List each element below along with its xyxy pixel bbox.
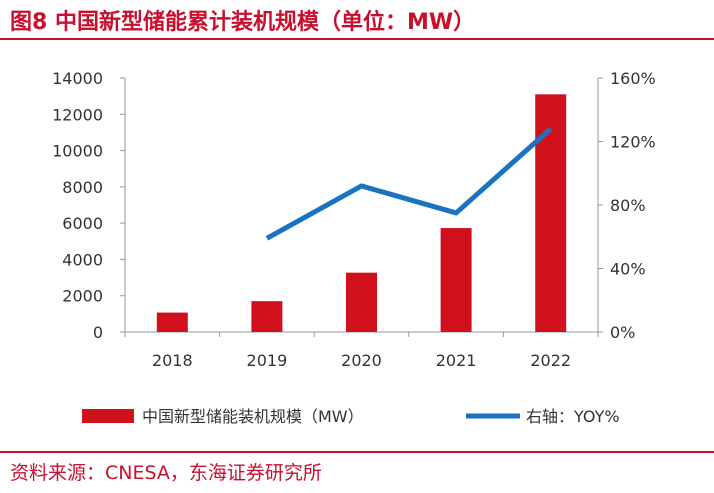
legend-bar-label: 中国新型储能装机规模（MW） bbox=[142, 407, 364, 426]
bar-series bbox=[156, 94, 567, 332]
x-tick-label: 2019 bbox=[247, 351, 288, 370]
left-y-tick-label: 6000 bbox=[62, 214, 103, 233]
yoy-line bbox=[265, 126, 553, 241]
x-tick-label: 2020 bbox=[341, 351, 382, 370]
source-note: 资料来源：CNESA，东海证券研究所 bbox=[10, 462, 322, 484]
right-y-tick-label: 160% bbox=[610, 69, 656, 88]
bar-2018 bbox=[156, 312, 188, 332]
left-y-tick-label: 4000 bbox=[62, 250, 103, 269]
x-tick-label: 2022 bbox=[530, 351, 571, 370]
x-tick-label: 2021 bbox=[436, 351, 477, 370]
bar-2019 bbox=[251, 301, 283, 332]
bar-2020 bbox=[346, 272, 377, 332]
yoy-line-series bbox=[265, 126, 553, 241]
right-y-tick-label: 120% bbox=[610, 133, 656, 152]
x-tick-label: 2018 bbox=[152, 351, 193, 370]
left-y-tick-label: 0 bbox=[93, 323, 103, 342]
title-divider bbox=[0, 38, 714, 40]
left-y-tick-label: 2000 bbox=[62, 287, 103, 306]
legend-line-label: 右轴：YOY% bbox=[526, 407, 620, 426]
left-y-tick-label: 10000 bbox=[52, 142, 103, 161]
right-y-tick-label: 40% bbox=[610, 260, 646, 279]
source-divider bbox=[0, 451, 714, 453]
tick-labels: 0 2000 4000 6000 8000 10000 12000 14000 0% 40% 80%… bbox=[52, 69, 656, 370]
bar-2021 bbox=[440, 228, 472, 332]
left-y-tick-label: 14000 bbox=[52, 69, 103, 88]
bar-2022 bbox=[535, 94, 567, 332]
legend-bar-swatch bbox=[82, 409, 134, 423]
right-y-tick-label: 80% bbox=[610, 196, 646, 215]
left-y-tick-label: 8000 bbox=[62, 178, 103, 197]
left-y-tick-label: 12000 bbox=[52, 105, 103, 124]
chart: 0 2000 4000 6000 8000 10000 12000 14000 0% 40% 80%… bbox=[52, 69, 656, 426]
right-y-tick-label: 0% bbox=[610, 323, 635, 342]
legend: 中国新型储能装机规模（MW） 右轴：YOY% bbox=[82, 407, 620, 426]
figure-title: 图8 中国新型储能累计装机规模（单位：MW） bbox=[10, 10, 476, 35]
